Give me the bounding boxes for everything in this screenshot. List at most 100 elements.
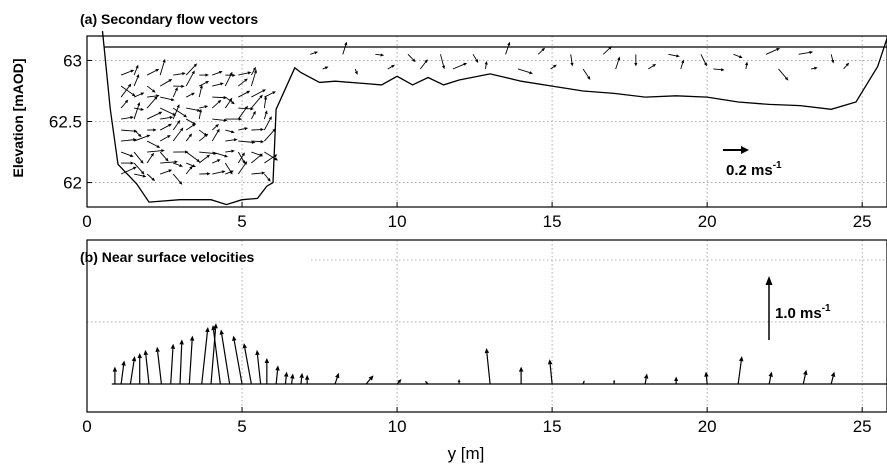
panel-b-x-tick-label: 15: [543, 417, 562, 436]
panel-a-scale-label-text: 0.2 ms: [726, 162, 773, 179]
panel-b-frame: [86, 239, 887, 413]
flow-vector: [133, 64, 139, 76]
flow-vector-shaft: [263, 113, 267, 120]
velocity-vector-head: [264, 357, 270, 363]
flow-vector-shaft: [198, 112, 201, 120]
flow-vector-head: [162, 58, 166, 63]
flow-vector: [185, 165, 193, 175]
flow-vector-shaft: [250, 97, 261, 109]
flow-vector-head: [232, 73, 236, 77]
velocity-vector: [768, 371, 773, 385]
flow-vector-shaft: [146, 85, 154, 91]
velocity-vector: [802, 369, 808, 385]
flow-vector-head: [391, 64, 395, 68]
panel-b-vectors: [112, 323, 836, 385]
flow-vector-shaft: [765, 49, 777, 55]
flow-vector: [173, 162, 183, 167]
flow-vector-head: [260, 140, 265, 144]
flow-vector: [237, 105, 248, 120]
panel-a: (a) Secondary flow vectors 62 62.5 63 0 5 10…: [10, 11, 887, 231]
flow-vector: [120, 83, 132, 98]
velocity-vector-head: [738, 356, 744, 362]
velocity-vector-head: [155, 346, 160, 353]
flow-vector: [212, 70, 223, 76]
flow-vector: [133, 151, 144, 164]
flow-vector: [647, 63, 657, 70]
velocity-vector-shaft: [157, 351, 163, 385]
flow-vector-shaft: [146, 98, 156, 109]
flow-vector: [745, 61, 749, 70]
flow-vector-head: [587, 76, 591, 80]
flow-vector-shaft: [485, 64, 487, 70]
flow-vector: [212, 96, 228, 100]
flow-vector-shaft: [264, 173, 269, 180]
flow-vector: [250, 66, 256, 76]
velocity-vector: [129, 356, 137, 385]
velocity-vector-head: [547, 359, 553, 365]
flow-vector: [133, 129, 142, 138]
flow-vector-head: [217, 99, 222, 104]
flow-vector-shaft: [250, 69, 255, 76]
velocity-vector-shaft: [201, 331, 208, 385]
flow-vector-head: [132, 166, 137, 170]
velocity-vector: [283, 371, 289, 385]
panel-a-x-tick-label: 25: [853, 212, 872, 231]
flow-vector-shaft: [199, 82, 207, 87]
flow-vector: [211, 99, 222, 109]
flow-vector: [147, 128, 157, 132]
flow-vector-shaft: [212, 171, 223, 175]
flow-vector-shaft: [225, 139, 235, 142]
flow-vector: [264, 154, 278, 164]
flow-vector-head: [178, 181, 183, 185]
panel-b-x-ticks: 0 5 10 15 20 25: [82, 407, 872, 436]
flow-vector-shaft: [160, 170, 170, 175]
flow-vector-head: [165, 157, 169, 162]
flow-vector: [146, 68, 160, 76]
flow-vector-shaft: [211, 131, 219, 142]
velocity-vector-shaft: [737, 360, 742, 385]
velocity-vector: [304, 374, 310, 384]
flow-vector-head: [179, 163, 183, 167]
flow-vector-head: [259, 153, 263, 157]
flow-vector-head: [484, 60, 488, 65]
panel-b-scale-label-superscript: -1: [822, 303, 831, 314]
flow-vector: [225, 149, 235, 153]
flow-vector: [765, 48, 780, 55]
flow-vector-head: [241, 152, 245, 157]
flow-vector-shaft: [199, 106, 205, 109]
panel-a-y-tick-label: 63: [63, 51, 82, 70]
velocity-vector-head: [582, 380, 585, 383]
flow-vector-shaft: [211, 101, 220, 109]
flow-vector-head: [188, 133, 193, 138]
flow-vector-shaft: [133, 105, 140, 120]
velocity-vector: [334, 372, 340, 385]
flow-vector: [251, 128, 265, 132]
flow-vector-head: [231, 100, 235, 105]
flow-vector-shaft: [185, 125, 194, 131]
flow-vector-shaft: [264, 92, 274, 98]
flow-vector: [147, 149, 165, 153]
velocity-vector-head: [803, 369, 808, 376]
velocity-vector-shaft: [768, 376, 772, 385]
flow-vector-shaft: [224, 100, 231, 109]
panel-b: (b) Near surface velocities 0 5 10 15 20 25 y…: [80, 239, 887, 463]
flow-vector-head: [155, 68, 160, 72]
velocity-vector-head: [131, 356, 137, 362]
flow-vector-shaft: [186, 93, 193, 98]
flow-vector-head: [681, 59, 685, 64]
flow-vector-head: [176, 104, 180, 109]
flow-vector: [602, 46, 612, 55]
flow-vector: [830, 54, 835, 64]
flow-vector: [211, 123, 219, 131]
flow-vector-shaft: [419, 61, 427, 70]
flow-vector-head: [570, 62, 574, 67]
flow-vector: [146, 173, 156, 182]
flow-vector: [237, 161, 248, 175]
flow-vector-head: [206, 172, 211, 176]
flow-vector: [250, 69, 257, 87]
velocity-vector-head: [674, 376, 679, 382]
velocity-vector: [547, 359, 553, 385]
flow-vector-head: [238, 117, 243, 121]
panel-b-x-axis-label: y [m]: [448, 444, 485, 463]
flow-vector-head: [230, 170, 234, 174]
